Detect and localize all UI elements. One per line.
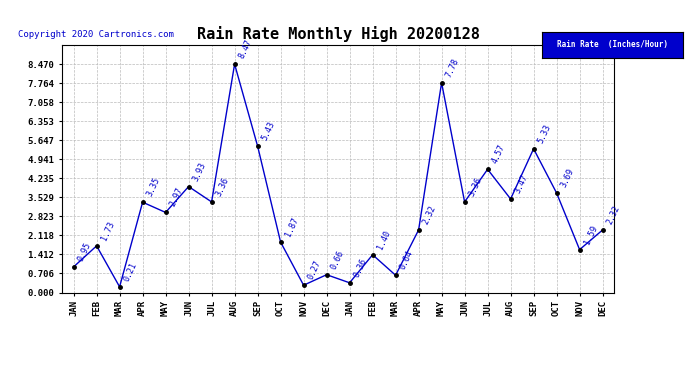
Text: 3.36: 3.36 — [467, 176, 484, 198]
Text: 3.93: 3.93 — [191, 160, 208, 182]
Text: 2.97: 2.97 — [168, 186, 185, 208]
Text: Copyright 2020 Cartronics.com: Copyright 2020 Cartronics.com — [18, 30, 174, 39]
Text: 1.59: 1.59 — [582, 224, 599, 246]
Text: 0.64: 0.64 — [398, 249, 415, 271]
Text: 0.36: 0.36 — [353, 257, 369, 279]
Text: 3.47: 3.47 — [513, 173, 530, 195]
Text: 0.21: 0.21 — [122, 261, 139, 283]
Text: 1.40: 1.40 — [375, 229, 392, 251]
Text: 0.66: 0.66 — [329, 249, 346, 270]
Text: 0.27: 0.27 — [306, 259, 323, 281]
Text: 3.69: 3.69 — [560, 167, 576, 189]
Text: 8.47: 8.47 — [237, 38, 254, 60]
Text: 3.36: 3.36 — [215, 176, 231, 198]
Text: 0.95: 0.95 — [77, 241, 93, 263]
Text: 1.87: 1.87 — [284, 216, 300, 238]
Text: 5.33: 5.33 — [536, 123, 553, 145]
Text: 1.73: 1.73 — [99, 220, 116, 242]
Text: 4.57: 4.57 — [491, 143, 507, 165]
Text: 7.78: 7.78 — [444, 57, 461, 79]
Text: 2.32: 2.32 — [605, 204, 622, 226]
Text: 2.32: 2.32 — [422, 204, 438, 226]
Text: 3.35: 3.35 — [146, 176, 162, 198]
Title: Rain Rate Monthly High 20200128: Rain Rate Monthly High 20200128 — [197, 27, 480, 42]
Text: 5.43: 5.43 — [260, 120, 277, 142]
Text: Rain Rate  (Inches/Hour): Rain Rate (Inches/Hour) — [557, 40, 668, 50]
